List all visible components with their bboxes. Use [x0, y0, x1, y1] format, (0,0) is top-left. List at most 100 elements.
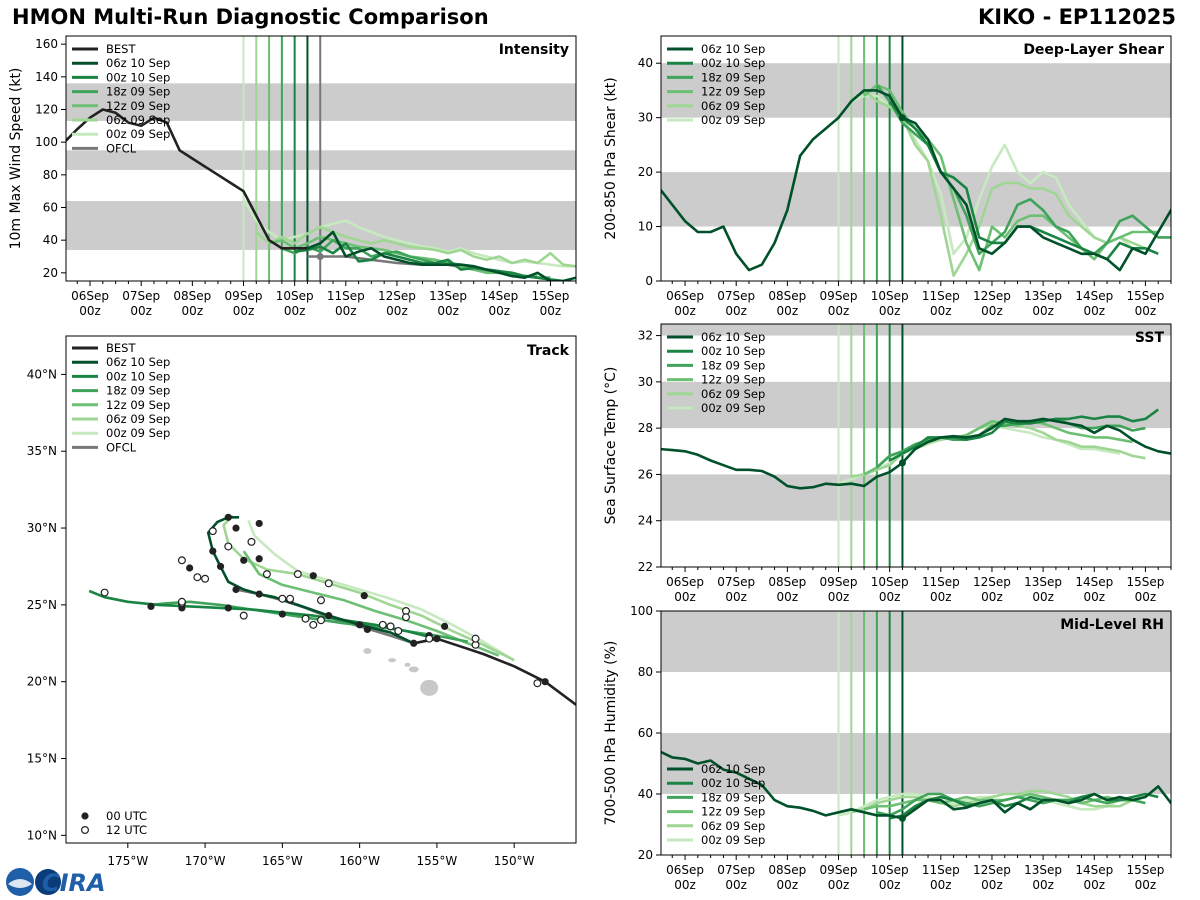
- y-tick-label: 24: [638, 514, 653, 528]
- x-tick-label: 14Sep: [1075, 863, 1113, 877]
- track-marker-12utc: [309, 620, 318, 629]
- panel-sst: 06Sep00z07Sep00z08Sep00z09Sep00z10Sep00z…: [603, 323, 1172, 604]
- panel-rh: 06Sep00z07Sep00z08Sep00z09Sep00z10Sep00z…: [603, 604, 1172, 892]
- legend-label: 00z 09 Sep: [106, 127, 170, 141]
- y-tick-label: 40°N: [27, 367, 57, 381]
- x-tick-label: 06Sep: [71, 289, 109, 303]
- current-position-marker: [898, 459, 906, 467]
- y-tick-label: 60: [43, 201, 58, 215]
- legend-label: BEST: [106, 42, 136, 56]
- legend-label: 12z 09 Sep: [701, 373, 765, 387]
- hawaii-island-icon: [420, 679, 439, 696]
- x-tick-label: 12Sep: [378, 289, 416, 303]
- threshold-band: [661, 611, 1171, 672]
- track-marker-12utc: [394, 626, 403, 635]
- y-axis-label: 700-500 hPa Humidity (%): [603, 641, 619, 826]
- track-marker-00utc: [232, 524, 240, 532]
- x-tick-sublabel: 00z: [233, 304, 255, 318]
- plot-frame: [660, 35, 1172, 282]
- legend-label: 00z 09 Sep: [701, 113, 765, 127]
- track-marker-12utc: [208, 527, 217, 536]
- panel-track: 175°W 170°W 165°W 160°W 155°W 150°W 10°N 15°N 20…: [27, 335, 577, 868]
- x-tick-sublabel: 00z: [930, 304, 952, 318]
- x-tick-sublabel: 00z: [777, 304, 799, 318]
- y-tick-label: 28: [638, 421, 653, 435]
- series-line-00z-10-sep: [889, 792, 1159, 820]
- x-tick-sublabel: 00z: [981, 878, 1003, 892]
- track-line-06z-09-sep: [222, 514, 515, 662]
- series-line-06z-10-sep: [661, 89, 1171, 272]
- x-tick-label: 11Sep: [327, 289, 365, 303]
- legend-label: 00z 10 Sep: [106, 70, 170, 84]
- track-marker-12utc: [317, 616, 326, 625]
- x-tick-label: 11Sep: [922, 575, 960, 589]
- x-tick-label: 06Sep: [666, 575, 704, 589]
- x-tick-sublabel: 00z: [674, 304, 696, 318]
- track-marker-12utc: [278, 594, 287, 603]
- x-tick-sublabel: 00z: [930, 590, 952, 604]
- series-line-best: [66, 108, 308, 250]
- track-marker-12utc: [177, 597, 186, 606]
- y-tick-label: 20: [43, 266, 58, 280]
- plot-frame: [65, 335, 577, 844]
- x-tick-sublabel: 00z: [725, 590, 747, 604]
- y-tick-label: 40: [638, 56, 653, 70]
- plot-frame: [660, 323, 1172, 568]
- panel-title: Deep-Layer Shear: [1023, 42, 1164, 58]
- legend-label: OFCL: [106, 141, 137, 155]
- track-marker-00utc: [410, 639, 418, 647]
- x-tick-sublabel: 00z: [437, 304, 459, 318]
- x-tick-sublabel: 00z: [879, 304, 901, 318]
- track-marker-00utc: [255, 519, 263, 528]
- y-axis-label: 200-850 hPa Shear (kt): [603, 77, 619, 239]
- track-marker-12utc: [177, 556, 186, 565]
- x-tick-sublabel: 00z: [1083, 878, 1105, 892]
- x-tick-sublabel: 00z: [1135, 304, 1157, 318]
- y-tick-label: 40: [43, 233, 58, 247]
- x-tick-label: 15Sep: [1126, 863, 1164, 877]
- track-marker-00utc: [541, 678, 549, 686]
- legend-marker-12utc: [80, 825, 89, 834]
- x-tick-label: 13Sep: [1024, 863, 1062, 877]
- x-tick-label: 155°W: [417, 854, 458, 868]
- track-marker-00utc: [240, 556, 248, 564]
- x-tick-label: 06Sep: [666, 863, 704, 877]
- x-tick-label: 10Sep: [871, 863, 909, 877]
- legend-marker-00utc: [81, 812, 89, 820]
- legend-label: 00z 10 Sep: [106, 369, 170, 383]
- x-tick-sublabel: 00z: [725, 878, 747, 892]
- y-tick-label: 0: [645, 274, 653, 288]
- x-tick-label: 14Sep: [480, 289, 518, 303]
- track-marker-00utc: [209, 547, 217, 555]
- legend-label: 18z 09 Sep: [106, 384, 170, 398]
- x-tick-label: 15Sep: [531, 289, 569, 303]
- ofcl-start-marker: [316, 253, 324, 260]
- x-tick-label: 13Sep: [1024, 289, 1062, 303]
- track-marker-12utc: [293, 570, 302, 579]
- legend-label: OFCL: [106, 440, 137, 454]
- y-tick-label: 60: [638, 726, 653, 740]
- panel-intensity: 06Sep00z07Sep00z08Sep00z09Sep00z10Sep00z…: [8, 35, 577, 318]
- x-tick-sublabel: 00z: [879, 878, 901, 892]
- x-tick-label: 08Sep: [768, 863, 806, 877]
- track-marker-12utc: [100, 588, 109, 597]
- y-tick-label: 10: [638, 220, 653, 234]
- y-tick-label: 10°N: [27, 828, 57, 842]
- legend-label: 00z 10 Sep: [701, 344, 765, 358]
- y-tick-label: 20: [638, 165, 653, 179]
- x-tick-sublabel: 00z: [674, 878, 696, 892]
- x-tick-label: 07Sep: [122, 289, 160, 303]
- hawaii-island-icon: [404, 662, 411, 667]
- legend-label: 06z 09 Sep: [701, 99, 765, 113]
- panel-title: Intensity: [499, 42, 569, 58]
- series-line-06z-09-sep: [851, 789, 1146, 814]
- x-tick-label: 11Sep: [922, 289, 960, 303]
- x-tick-label: 07Sep: [717, 289, 755, 303]
- x-tick-sublabel: 00z: [1135, 878, 1157, 892]
- x-tick-label: 09Sep: [820, 863, 858, 877]
- x-tick-sublabel: 00z: [1032, 304, 1054, 318]
- series-line-06z-10-sep: [306, 230, 576, 281]
- legend-label: 00z 10 Sep: [701, 776, 765, 790]
- legend-label: 12z 09 Sep: [701, 85, 765, 99]
